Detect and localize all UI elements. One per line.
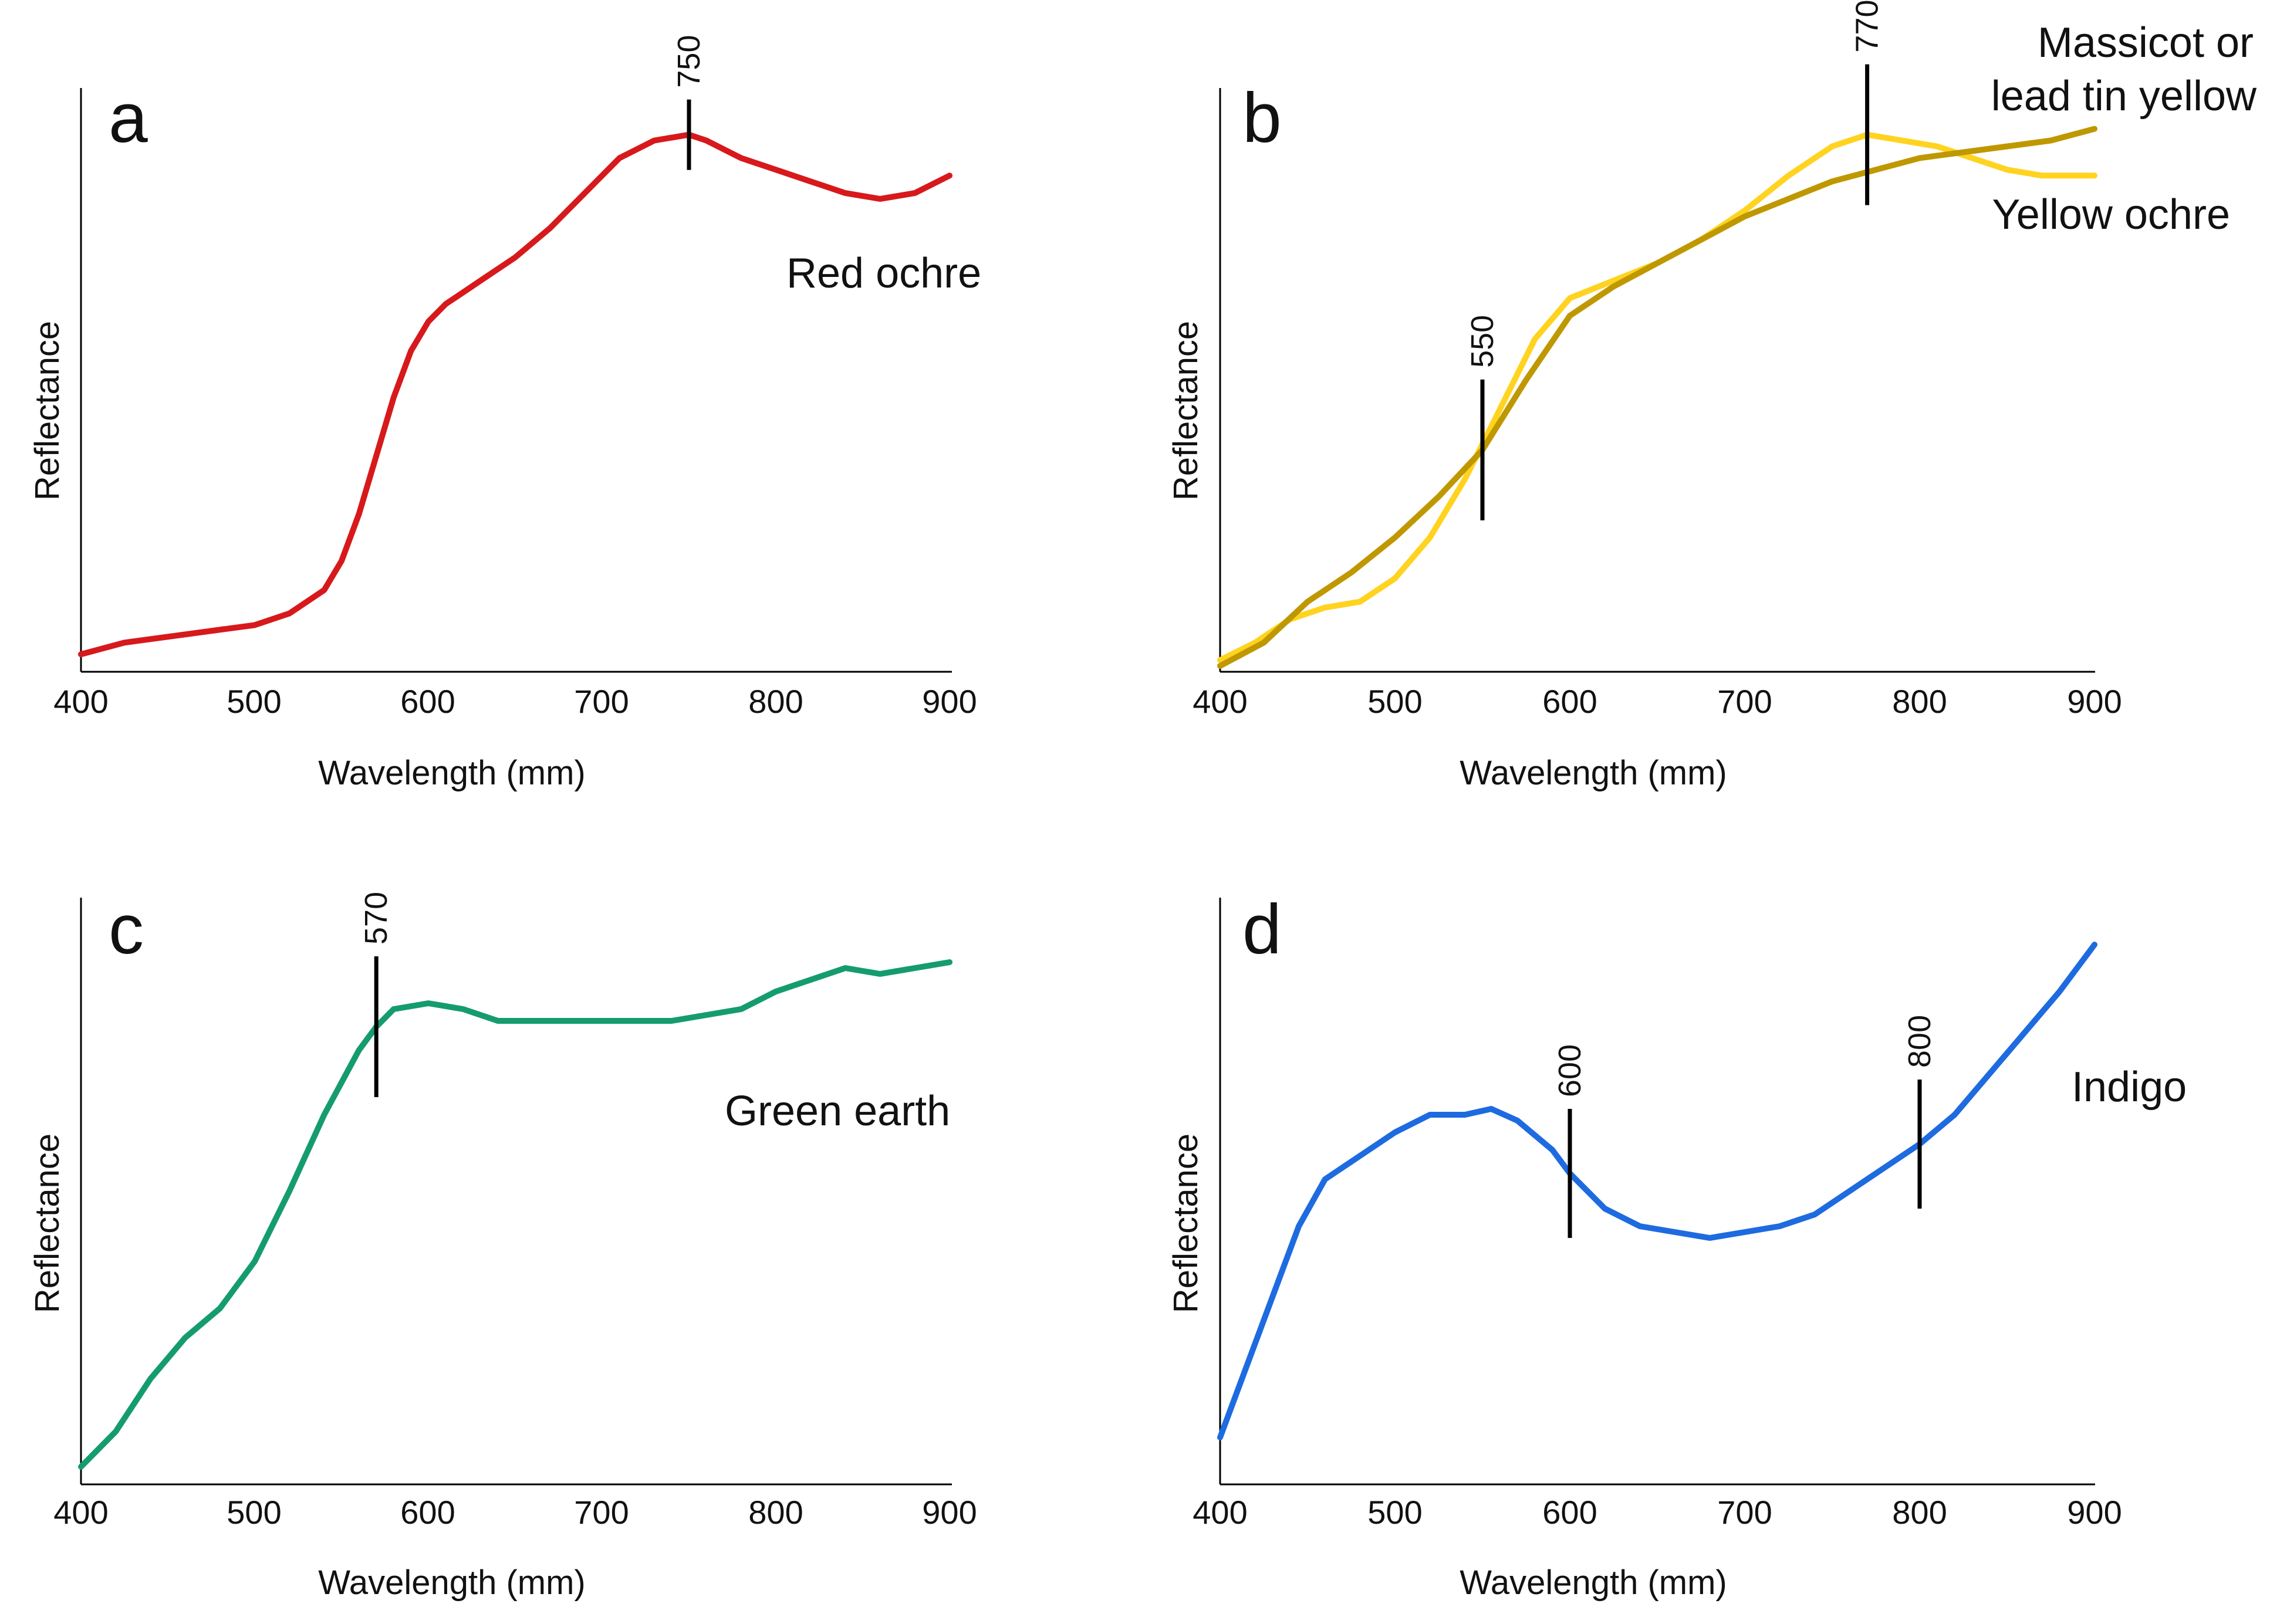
x-axis-title-d: Wavelength (mm): [1460, 1564, 1727, 1602]
x-tick-label: 400: [1193, 1494, 1247, 1531]
series-label-massicot-line2: lead tin yellow: [1991, 73, 2257, 120]
x-ticks-d: 400 500 600 700 800 900: [1193, 1494, 2122, 1531]
x-tick-label: 600: [400, 1494, 455, 1531]
yellow-ochre-curve: [1217, 126, 2097, 669]
series-label-red-ochre: Red ochre: [786, 250, 981, 297]
peak-label-770: 770: [1850, 0, 1885, 53]
x-tick-label: 700: [574, 683, 629, 720]
x-tick-label: 600: [1542, 683, 1597, 720]
panel-a: a Reflectance Wavelength (mm) 400 500 60…: [28, 35, 981, 792]
series-label-massicot-line1: Massicot or: [2038, 19, 2254, 66]
y-axis-title-b: Reflectance: [1167, 321, 1205, 500]
indigo-curve: [1217, 942, 2097, 1440]
x-tick-label: 700: [574, 1494, 629, 1531]
x-tick-label: 900: [922, 683, 977, 720]
peak-label-550: 550: [1465, 315, 1500, 368]
x-axis-title-b: Wavelength (mm): [1460, 754, 1727, 792]
x-tick-label: 600: [1542, 1494, 1597, 1531]
x-tick-label: 500: [1367, 1494, 1422, 1531]
peak-label-570: 570: [359, 892, 394, 945]
red-ochre-curve: [78, 131, 952, 658]
panel-letter-c: c: [109, 890, 144, 969]
series-label-yellow-ochre: Yellow ochre: [1992, 191, 2230, 238]
panel-letter-b: b: [1242, 79, 1282, 157]
y-axis-title-c: Reflectance: [28, 1134, 66, 1313]
x-tick-label: 500: [1367, 683, 1422, 720]
x-tick-label: 400: [53, 1494, 108, 1531]
massicot-curve: [1217, 131, 2097, 664]
x-ticks-b: 400 500 600 700 800 900: [1193, 683, 2122, 720]
y-axis-title-d: Reflectance: [1167, 1134, 1205, 1313]
x-ticks-c: 400 500 600 700 800 900: [53, 1494, 977, 1531]
series-label-green-earth: Green earth: [725, 1088, 950, 1135]
peak-label-750: 750: [671, 35, 707, 87]
series-label-indigo: Indigo: [2072, 1064, 2187, 1111]
x-tick-label: 800: [748, 1494, 803, 1531]
x-tick-label: 900: [2067, 683, 2122, 720]
x-tick-label: 900: [922, 1494, 977, 1531]
x-tick-label: 800: [1892, 683, 1947, 720]
x-axis-title-c: Wavelength (mm): [318, 1564, 586, 1602]
panel-d: d Reflectance Wavelength (mm) 400 500 60…: [1167, 890, 2187, 1602]
panel-c: c Reflectance Wavelength (mm) 400 500 60…: [28, 890, 977, 1602]
panel-b: b Reflectance Wavelength (mm) 400 500 60…: [1167, 0, 2257, 792]
x-tick-label: 500: [227, 683, 281, 720]
x-tick-label: 700: [1717, 1494, 1772, 1531]
band-label-600: 600: [1552, 1044, 1587, 1097]
band-label-800: 800: [1902, 1015, 1937, 1068]
x-tick-label: 500: [227, 1494, 281, 1531]
x-tick-label: 800: [748, 683, 803, 720]
panel-letter-d: d: [1242, 890, 1282, 969]
x-tick-label: 900: [2067, 1494, 2122, 1531]
x-tick-label: 400: [53, 683, 108, 720]
x-ticks-a: 400 500 600 700 800 900: [53, 683, 977, 720]
panel-letter-a: a: [109, 79, 148, 157]
x-tick-label: 600: [400, 683, 455, 720]
x-tick-label: 800: [1892, 1494, 1947, 1531]
x-axis-title-a: Wavelength (mm): [318, 754, 586, 792]
y-axis-title-a: Reflectance: [28, 321, 66, 500]
green-earth-curve: [78, 959, 952, 1470]
x-tick-label: 700: [1717, 683, 1772, 720]
x-tick-label: 400: [1193, 683, 1247, 720]
